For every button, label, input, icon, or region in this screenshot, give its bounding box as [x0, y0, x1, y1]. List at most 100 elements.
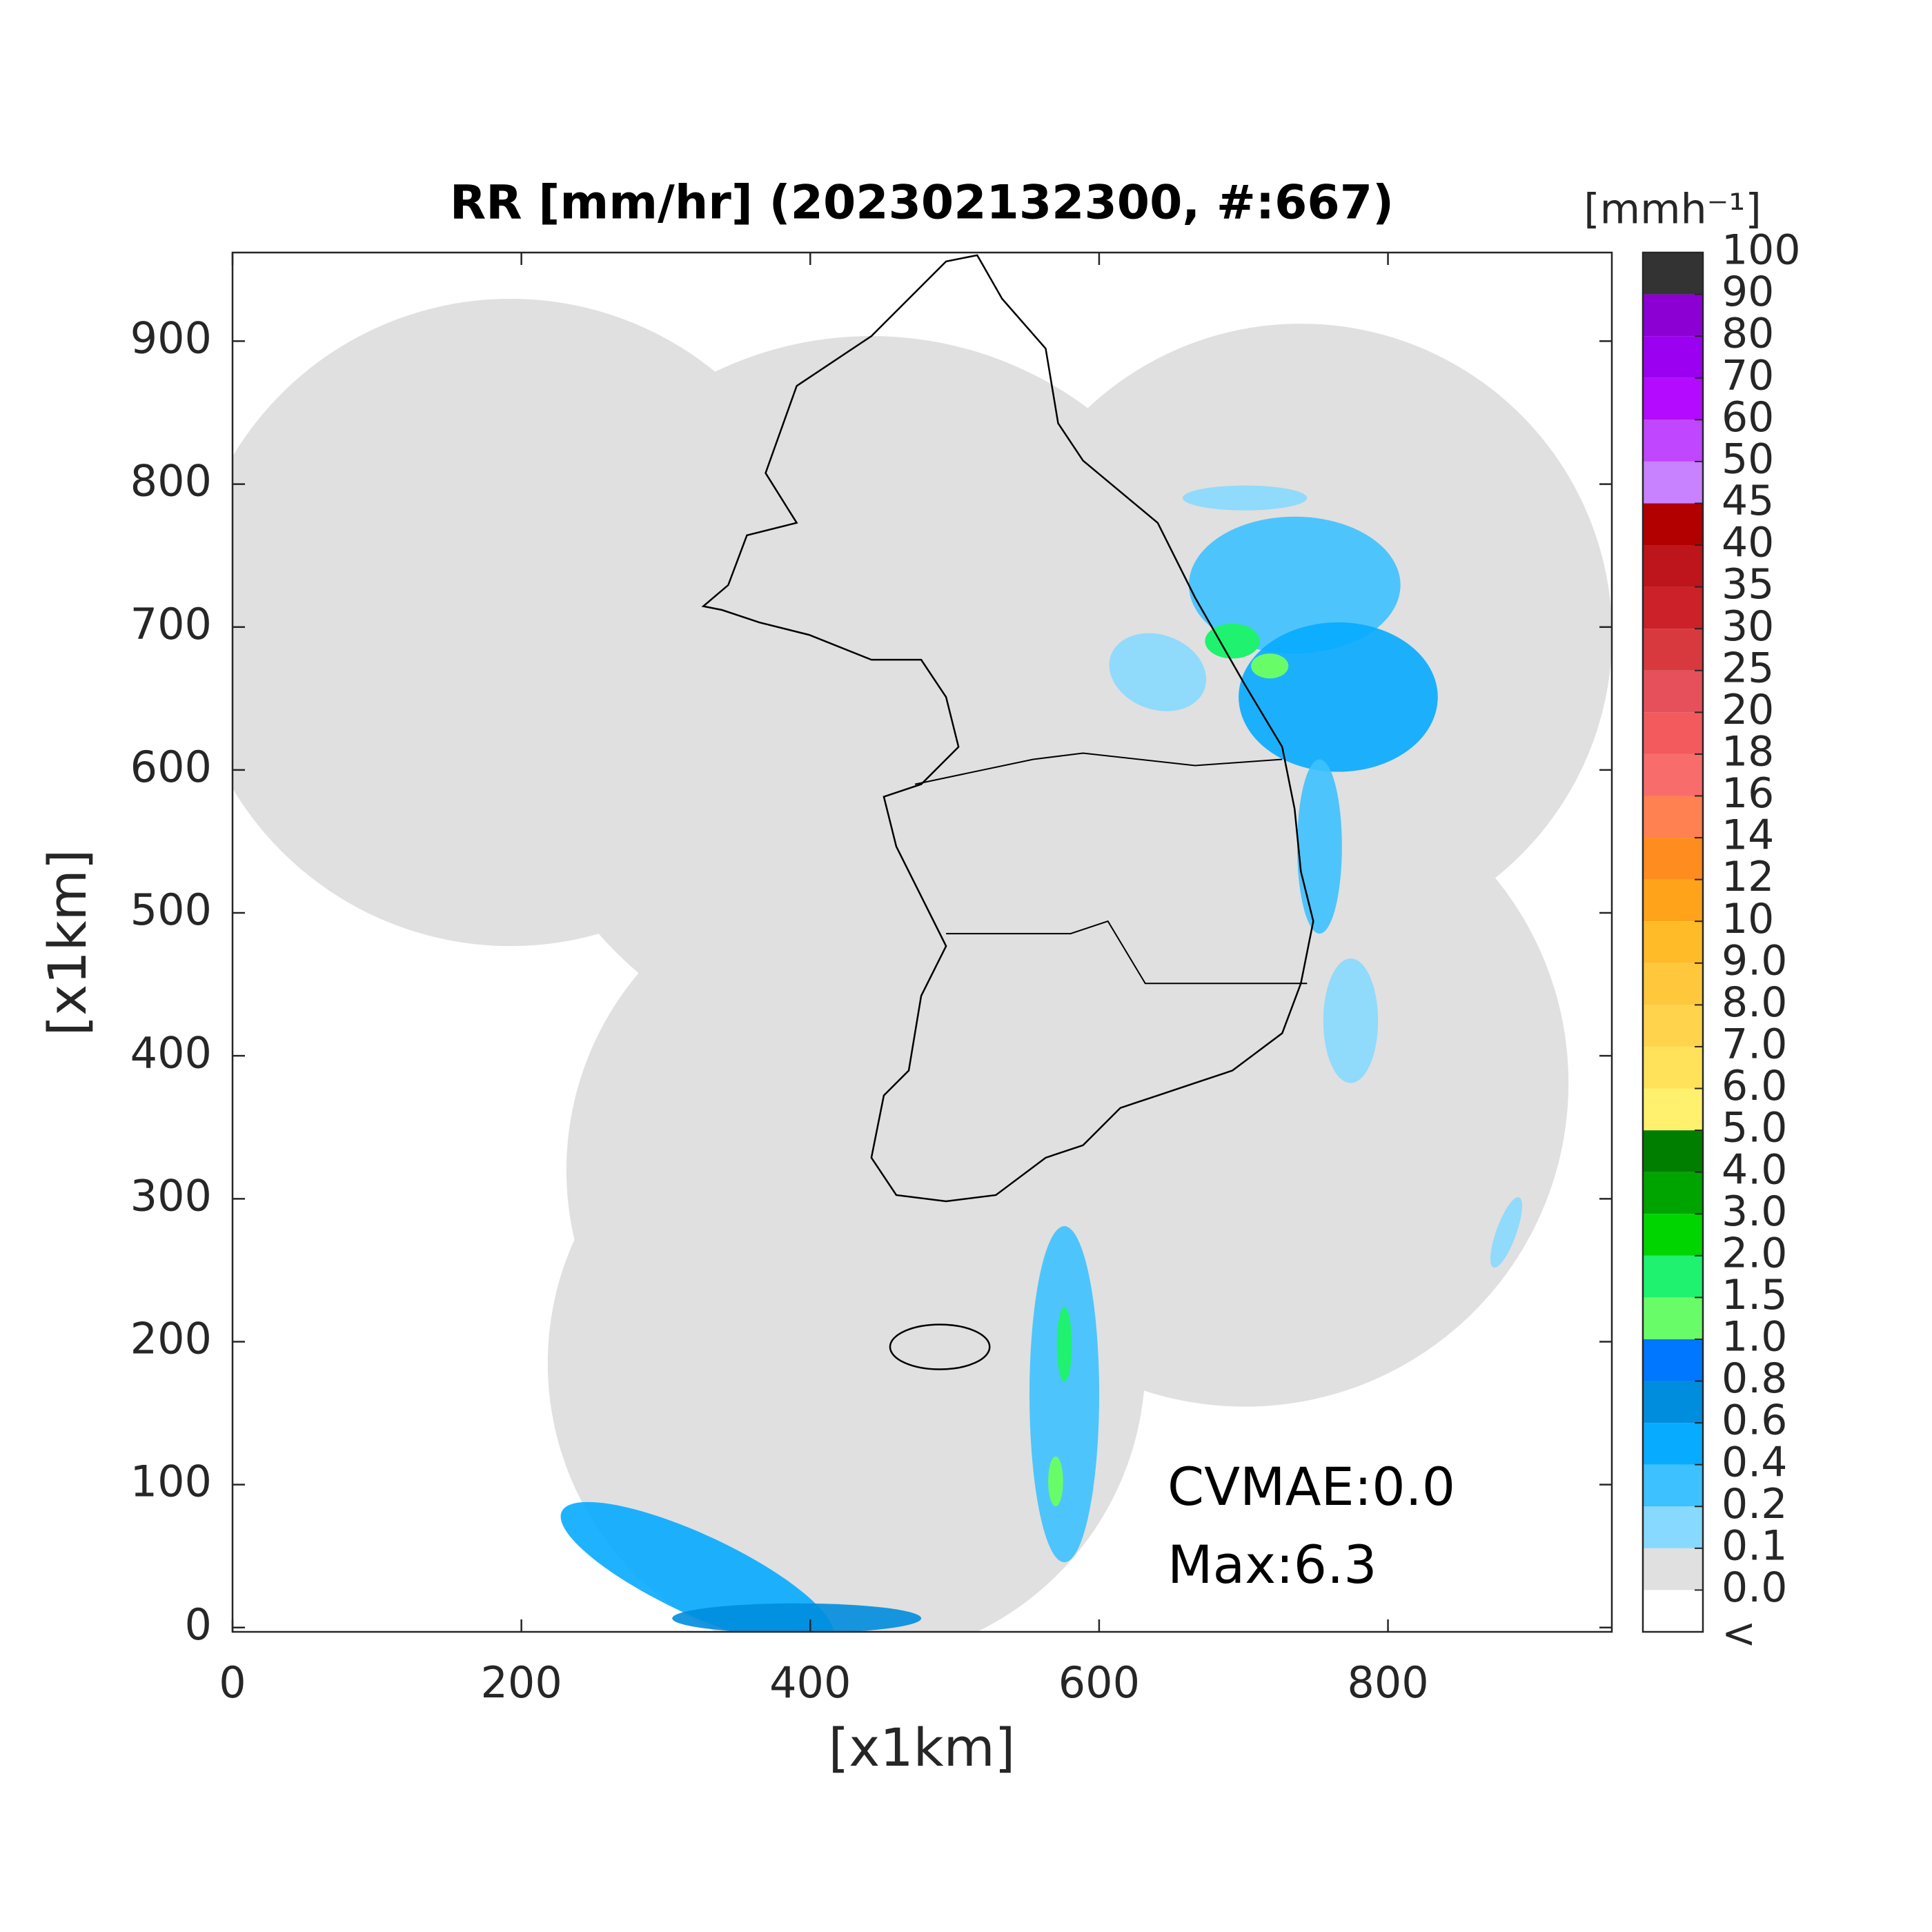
- colorbar-segment: [1643, 420, 1703, 462]
- radar-coverage: [547, 1064, 1145, 1632]
- precipitation-area: [1182, 485, 1308, 511]
- colorbar-tick-label: 10: [1722, 895, 1774, 943]
- precipitation-area: [1188, 516, 1401, 654]
- colorbar-segment: [1643, 1506, 1703, 1548]
- y-tick-label: 200: [130, 1314, 212, 1364]
- colorbar-tick-label: 9.0: [1722, 936, 1787, 985]
- x-tick-label: 800: [1347, 1657, 1428, 1708]
- y-tick-label: 800: [130, 456, 212, 506]
- colorbar-segment: [1643, 1548, 1703, 1590]
- precipitation-area: [1297, 759, 1342, 934]
- colorbar-tick-label: 70: [1722, 351, 1774, 400]
- x-axis-label: [x1km]: [829, 1717, 1016, 1778]
- precipitation-area: [1239, 622, 1438, 772]
- precipitation-core: [1056, 1307, 1072, 1382]
- x-tick-label: 400: [769, 1657, 851, 1708]
- y-tick-label: 600: [130, 742, 212, 792]
- precipitation-area: [672, 1603, 921, 1632]
- colorbar-segment: [1643, 586, 1703, 629]
- y-tick-label: 500: [130, 885, 212, 935]
- precipitation-core: [1251, 653, 1289, 679]
- colorbar-segment: [1643, 712, 1703, 754]
- x-tick-label: 0: [219, 1657, 246, 1708]
- colorbar-tick-label: 0.1: [1722, 1521, 1787, 1570]
- colorbar-segment: [1643, 1590, 1703, 1632]
- colorbar-tick-label: 7.0: [1722, 1021, 1787, 1069]
- colorbar-tick-label: 1.0: [1722, 1313, 1787, 1361]
- y-tick-label: 900: [130, 313, 212, 364]
- annotation: Max:6.3: [1167, 1534, 1377, 1595]
- y-tick-label: 400: [130, 1027, 212, 1078]
- colorbar-segment: [1643, 963, 1703, 1005]
- colorbar-segment: [1643, 1339, 1703, 1381]
- colorbar-segment: [1643, 1423, 1703, 1465]
- y-tick-label: 700: [130, 599, 212, 649]
- precipitation-core: [1205, 623, 1260, 659]
- colorbar-frame: [1642, 251, 1704, 1633]
- colorbar-tick-label: 35: [1722, 560, 1774, 609]
- colorbar-segment: [1643, 503, 1703, 546]
- colorbar-tick-label: 14: [1722, 811, 1774, 860]
- colorbar-tick-label: 1.5: [1722, 1271, 1787, 1319]
- colorbar-tick-label: 100: [1722, 226, 1801, 275]
- y-tick-label: 300: [130, 1170, 212, 1221]
- colorbar-segment: [1643, 545, 1703, 587]
- colorbar-tick-label: <: [1722, 1610, 1756, 1658]
- annotation: CVMAE:0.0: [1167, 1456, 1455, 1517]
- precipitation-core: [1048, 1456, 1063, 1506]
- colorbar-tick-label: 0.0: [1722, 1564, 1787, 1612]
- colorbar-label: [mmh⁻¹]: [1584, 186, 1761, 234]
- plot-frame: [231, 251, 1613, 1633]
- colorbar-tick-label: 0.6: [1722, 1397, 1787, 1445]
- colorbar-tick-label: 18: [1722, 728, 1774, 776]
- coastline: [701, 254, 1314, 1203]
- y-tick-label: 0: [185, 1599, 212, 1650]
- colorbar-tick-label: 30: [1722, 602, 1774, 651]
- colorbar-segment: [1643, 1381, 1703, 1423]
- colorbar-segment: [1643, 670, 1703, 713]
- colorbar-segment: [1643, 1130, 1703, 1172]
- colorbar-segment: [1643, 753, 1703, 796]
- colorbar-segment: [1643, 1297, 1703, 1339]
- colorbar-tick-label: 8.0: [1722, 978, 1787, 1027]
- colorbar-segment: [1643, 1088, 1703, 1131]
- colorbar-tick-label: 0.2: [1722, 1480, 1787, 1528]
- colorbar-tick-label: 25: [1722, 644, 1774, 692]
- x-tick-label: 600: [1058, 1657, 1140, 1708]
- colorbar-tick-label: 16: [1722, 769, 1774, 818]
- colorbar-tick-label: 12: [1722, 853, 1774, 901]
- province-border: [914, 752, 1308, 985]
- colorbar-tick-label: 3.0: [1722, 1187, 1787, 1236]
- colorbar-tick-label: 0.4: [1722, 1438, 1787, 1486]
- map-layer: [233, 254, 1612, 1632]
- colorbar-segment: [1643, 838, 1703, 880]
- island: [889, 1323, 991, 1370]
- colorbar-segment: [1643, 377, 1703, 420]
- colorbar-tick-label: 40: [1722, 519, 1774, 567]
- colorbar-tick-label: 90: [1722, 268, 1774, 316]
- y-tick-label: 100: [130, 1457, 212, 1507]
- colorbar-segment: [1643, 336, 1703, 378]
- y-axis-label: [x1km]: [37, 849, 98, 1036]
- precipitation-area: [1323, 958, 1379, 1083]
- colorbar-segment: [1643, 796, 1703, 838]
- colorbar-tick-label: 0.8: [1722, 1354, 1787, 1403]
- colorbar-segment: [1643, 1255, 1703, 1298]
- colorbar-segment: [1643, 629, 1703, 671]
- colorbar-segment: [1643, 461, 1703, 504]
- colorbar-tick-label: 60: [1722, 393, 1774, 442]
- colorbar-tick-label: 80: [1722, 310, 1774, 358]
- colorbar-tick-label: 6.0: [1722, 1062, 1787, 1110]
- precipitation-area: [1029, 1226, 1100, 1563]
- precipitation-area: [1490, 1196, 1522, 1268]
- colorbar-tick-label: 50: [1722, 435, 1774, 483]
- x-tick-label: 200: [480, 1657, 562, 1708]
- colorbar-segment: [1643, 1005, 1703, 1047]
- colorbar-segment: [1643, 1172, 1703, 1214]
- colorbar-segment: [1643, 294, 1703, 337]
- colorbar-tick-label: 2.0: [1722, 1229, 1787, 1277]
- colorbar-tick-label: 45: [1722, 477, 1774, 525]
- colorbar-segment: [1643, 253, 1703, 295]
